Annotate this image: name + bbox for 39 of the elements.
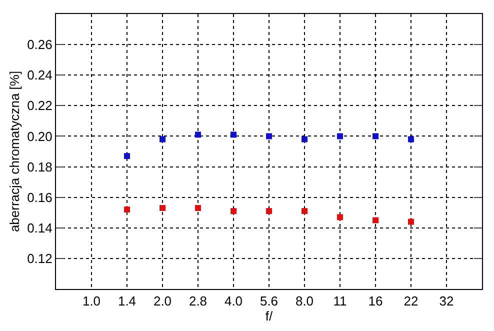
x-tick-label: 2.0 bbox=[153, 294, 172, 309]
point bbox=[230, 208, 236, 214]
y-tick-label: 0.20 bbox=[27, 128, 52, 144]
x-tick-label: 1.4 bbox=[118, 294, 136, 309]
point bbox=[408, 218, 414, 225]
x-tick-label: 32 bbox=[439, 294, 454, 309]
point bbox=[230, 132, 236, 138]
point bbox=[337, 133, 343, 140]
y-tick-label: 0.12 bbox=[27, 250, 52, 266]
point bbox=[160, 205, 166, 212]
x-tick-label: 11 bbox=[333, 294, 347, 309]
point bbox=[124, 206, 130, 213]
y-tick-label: 0.16 bbox=[27, 190, 52, 205]
x-tick-label: 22 bbox=[404, 294, 418, 309]
point bbox=[408, 136, 414, 142]
x-tick-label: 5.6 bbox=[260, 294, 278, 309]
x-tick-label: 2.8 bbox=[188, 294, 208, 309]
x-axis-title: f/ bbox=[265, 308, 273, 324]
point bbox=[302, 208, 308, 214]
point bbox=[124, 153, 130, 160]
point bbox=[195, 205, 201, 212]
point bbox=[266, 133, 272, 140]
y-tick-label: 0.22 bbox=[27, 98, 52, 114]
y-tick-label: 0.26 bbox=[27, 37, 52, 52]
y-tick-label: 0.24 bbox=[27, 68, 52, 83]
point bbox=[337, 214, 343, 220]
y-tick-label: 0.14 bbox=[27, 220, 52, 236]
y-axis-title: aberracja chromatyczna [%] bbox=[7, 70, 22, 232]
x-tick-label: 8.0 bbox=[295, 294, 314, 309]
y-tick-label: 0.18 bbox=[27, 159, 52, 174]
x-tick-label: 16 bbox=[368, 294, 383, 309]
point bbox=[372, 217, 378, 224]
x-tick-label: 1.0 bbox=[82, 294, 101, 309]
point bbox=[160, 136, 166, 142]
point bbox=[195, 132, 201, 138]
point bbox=[372, 133, 378, 140]
point bbox=[266, 208, 272, 214]
point bbox=[302, 136, 308, 142]
x-tick-label: 4.0 bbox=[224, 294, 243, 309]
